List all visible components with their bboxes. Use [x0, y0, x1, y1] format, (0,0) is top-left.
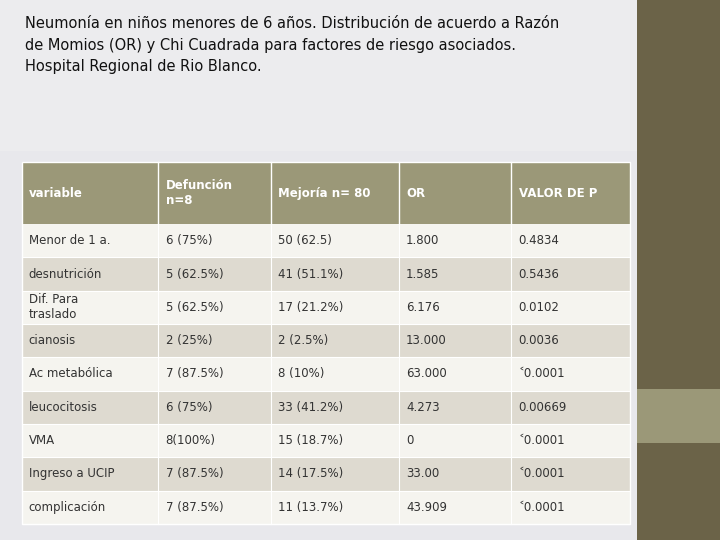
FancyBboxPatch shape	[637, 389, 720, 443]
Text: 0: 0	[406, 434, 413, 447]
Text: ˂0.0001: ˂0.0001	[518, 501, 565, 514]
Text: Mejoría n= 80: Mejoría n= 80	[278, 186, 371, 200]
Text: Defunción
n=8: Defunción n=8	[166, 179, 233, 207]
Text: 1.585: 1.585	[406, 267, 439, 281]
Text: 6 (75%): 6 (75%)	[166, 234, 212, 247]
Text: cianosis: cianosis	[29, 334, 76, 347]
Text: 11 (13.7%): 11 (13.7%)	[278, 501, 343, 514]
Text: 33.00: 33.00	[406, 467, 439, 481]
Text: 33 (41.2%): 33 (41.2%)	[278, 401, 343, 414]
Text: 2 (2.5%): 2 (2.5%)	[278, 334, 328, 347]
Text: VMA: VMA	[29, 434, 55, 447]
FancyBboxPatch shape	[22, 324, 630, 357]
Text: Neumonía en niños menores de 6 años. Distribución de acuerdo a Razón
de Momios (: Neumonía en niños menores de 6 años. Dis…	[25, 16, 559, 75]
FancyBboxPatch shape	[22, 390, 630, 424]
FancyBboxPatch shape	[22, 162, 630, 224]
Text: OR: OR	[406, 186, 425, 200]
Text: ˂0.0001: ˂0.0001	[518, 367, 565, 381]
Text: desnutrición: desnutrición	[29, 267, 102, 281]
Text: ˂0.0001: ˂0.0001	[518, 467, 565, 481]
Text: 13.000: 13.000	[406, 334, 446, 347]
FancyBboxPatch shape	[22, 224, 630, 258]
Text: 41 (51.1%): 41 (51.1%)	[278, 267, 343, 281]
Text: 6.176: 6.176	[406, 301, 440, 314]
Text: 50 (62.5): 50 (62.5)	[278, 234, 332, 247]
FancyBboxPatch shape	[22, 490, 630, 524]
Text: 0.00669: 0.00669	[518, 401, 567, 414]
Text: Dif. Para
traslado: Dif. Para traslado	[29, 293, 78, 321]
Text: 8 (10%): 8 (10%)	[278, 367, 325, 381]
FancyBboxPatch shape	[637, 0, 720, 389]
FancyBboxPatch shape	[22, 357, 630, 390]
Text: 0.0036: 0.0036	[518, 334, 559, 347]
Text: Ingreso a UCIP: Ingreso a UCIP	[29, 467, 114, 481]
Text: 0.0102: 0.0102	[518, 301, 559, 314]
Text: 5 (62.5%): 5 (62.5%)	[166, 267, 223, 281]
Text: 6 (75%): 6 (75%)	[166, 401, 212, 414]
Text: 17 (21.2%): 17 (21.2%)	[278, 301, 343, 314]
Text: leucocitosis: leucocitosis	[29, 401, 98, 414]
Text: VALOR DE P: VALOR DE P	[518, 186, 597, 200]
FancyBboxPatch shape	[22, 291, 630, 324]
Text: 43.909: 43.909	[406, 501, 447, 514]
Text: 0.4834: 0.4834	[518, 234, 559, 247]
Text: 7 (87.5%): 7 (87.5%)	[166, 367, 223, 381]
Text: ˂0.0001: ˂0.0001	[518, 434, 565, 447]
Text: 7 (87.5%): 7 (87.5%)	[166, 467, 223, 481]
FancyBboxPatch shape	[637, 443, 720, 540]
FancyBboxPatch shape	[22, 424, 630, 457]
FancyBboxPatch shape	[22, 258, 630, 291]
Text: Menor de 1 a.: Menor de 1 a.	[29, 234, 110, 247]
Text: 8(100%): 8(100%)	[166, 434, 216, 447]
Text: 0.5436: 0.5436	[518, 267, 559, 281]
Text: 1.800: 1.800	[406, 234, 439, 247]
Text: 15 (18.7%): 15 (18.7%)	[278, 434, 343, 447]
Text: 5 (62.5%): 5 (62.5%)	[166, 301, 223, 314]
Text: 14 (17.5%): 14 (17.5%)	[278, 467, 343, 481]
FancyBboxPatch shape	[0, 0, 637, 151]
Text: 4.273: 4.273	[406, 401, 440, 414]
FancyBboxPatch shape	[22, 457, 630, 490]
Text: 7 (87.5%): 7 (87.5%)	[166, 501, 223, 514]
Text: 63.000: 63.000	[406, 367, 446, 381]
Text: complicación: complicación	[29, 501, 106, 514]
Text: Ac metabólica: Ac metabólica	[29, 367, 112, 381]
Text: variable: variable	[29, 186, 83, 200]
Text: 2 (25%): 2 (25%)	[166, 334, 212, 347]
